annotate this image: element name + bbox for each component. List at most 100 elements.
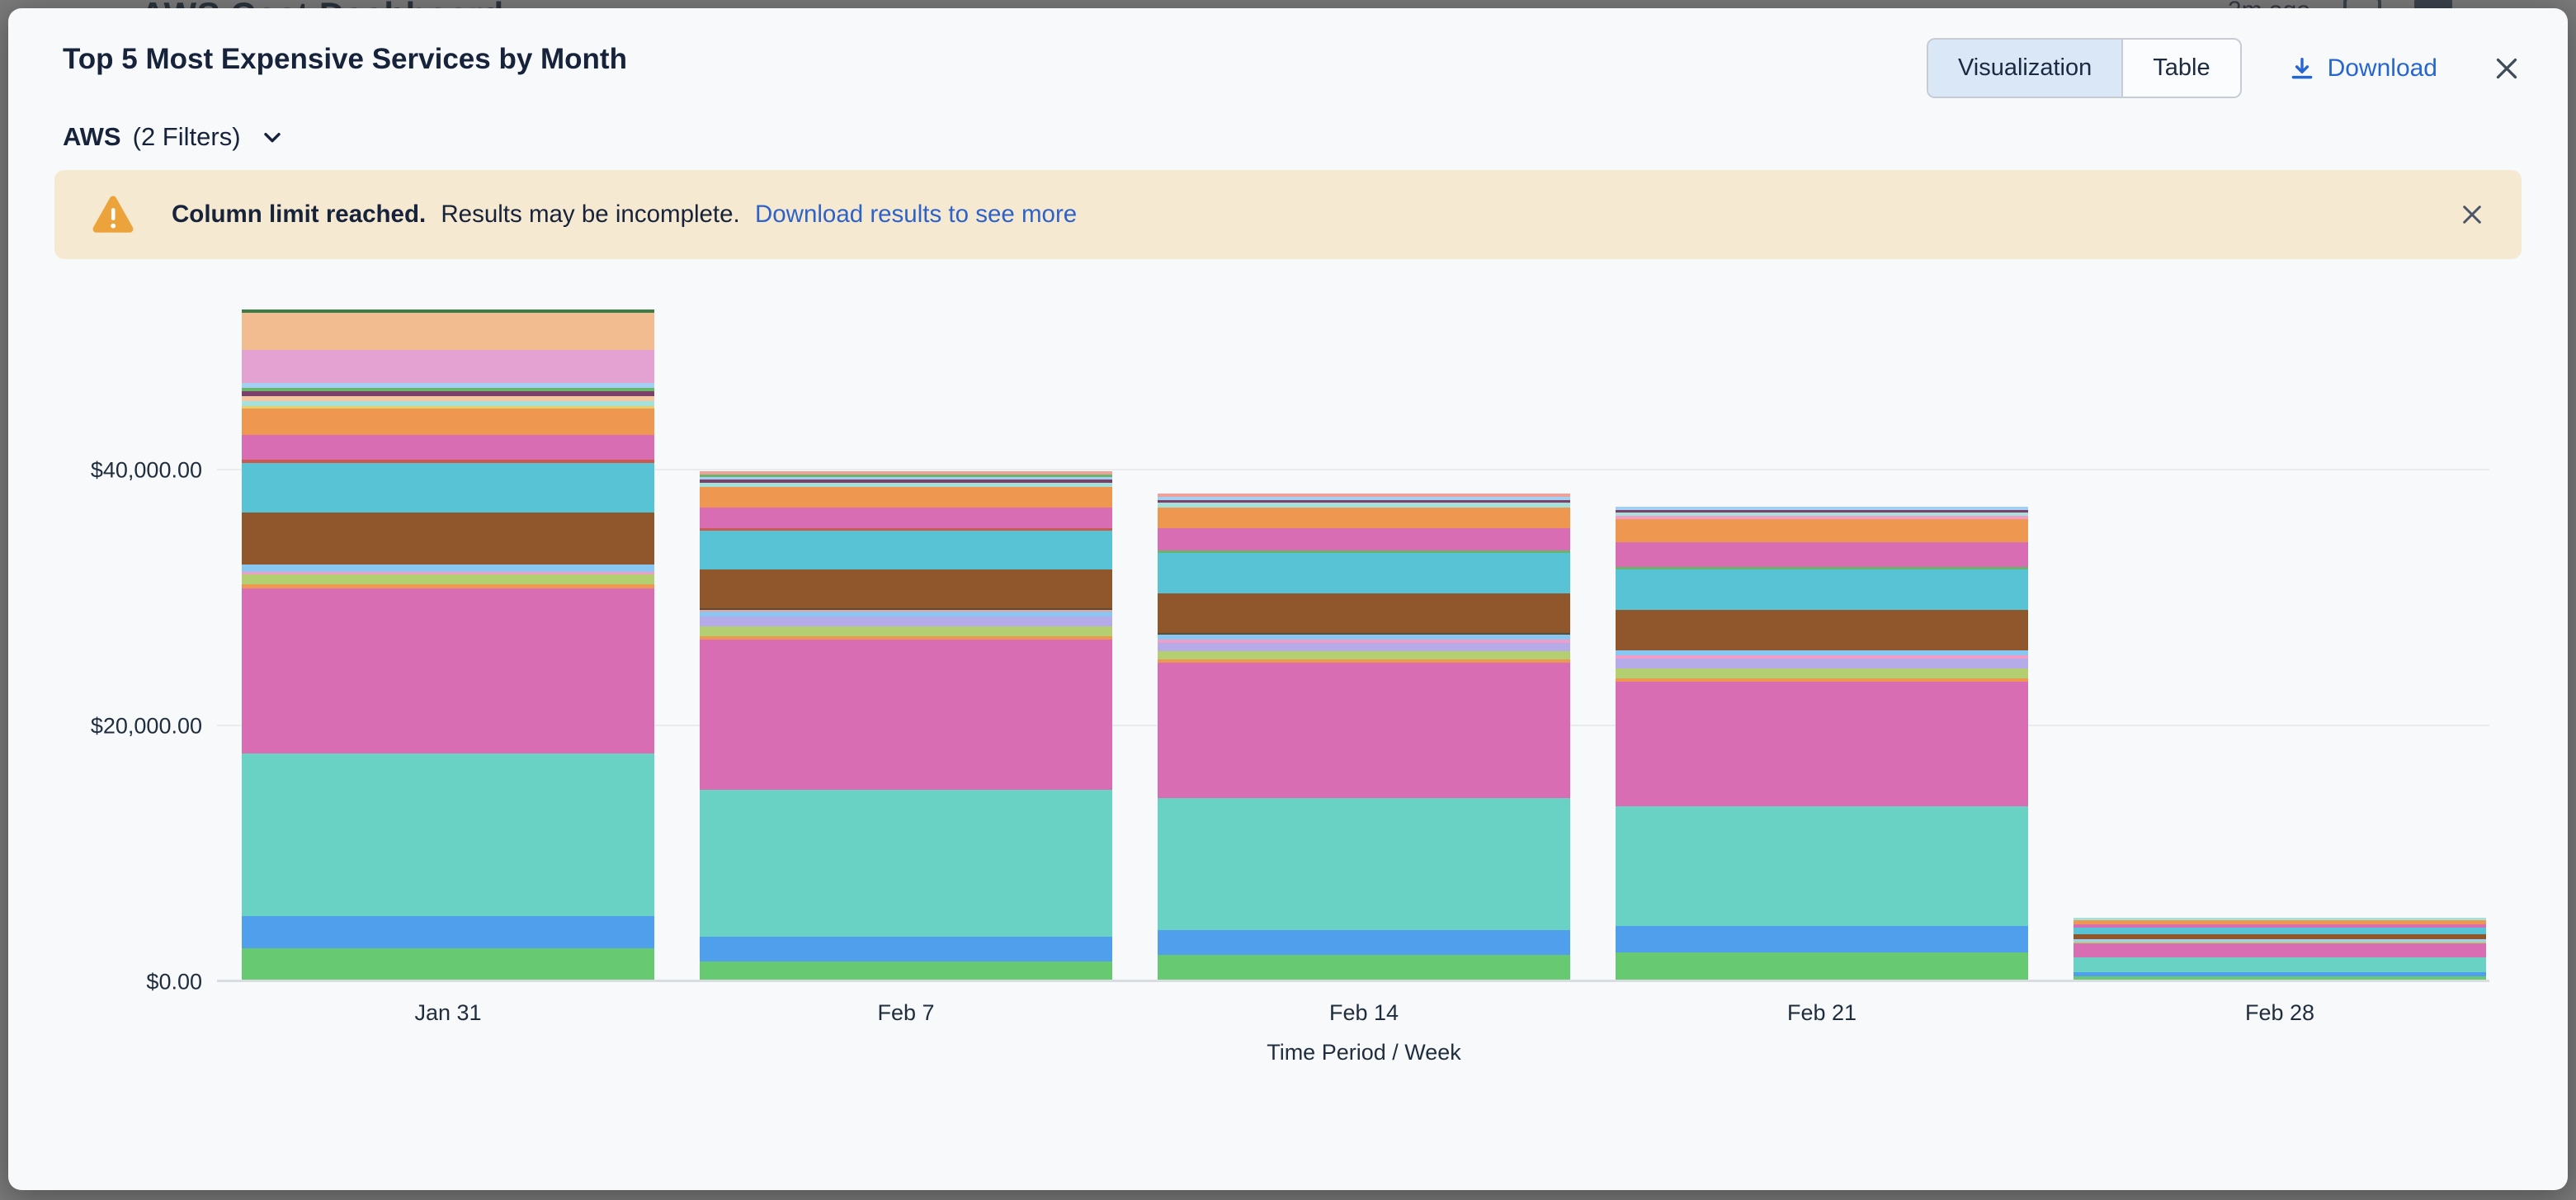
bar-segment[interactable] (1616, 678, 2028, 682)
bar-segment[interactable] (700, 483, 1112, 488)
bar-feb-14[interactable] (1158, 493, 1570, 982)
bar-segment[interactable] (1158, 507, 1570, 528)
bar-jan-31[interactable] (242, 309, 654, 982)
bar-segment[interactable] (700, 611, 1112, 617)
bar-segment[interactable] (1158, 550, 1570, 553)
bar-segment[interactable] (700, 471, 1112, 475)
bar-segment[interactable] (700, 487, 1112, 508)
bar-segment[interactable] (1616, 518, 2028, 542)
bar-segment[interactable] (1158, 552, 1570, 593)
bar-segment[interactable] (1616, 654, 2028, 659)
bar-segment[interactable] (1158, 954, 1570, 982)
bar-segment[interactable] (242, 574, 654, 585)
bar-segment[interactable] (1616, 541, 2028, 567)
bar-segment[interactable] (700, 508, 1112, 529)
bar-segment[interactable] (242, 915, 654, 948)
bar-segment[interactable] (1616, 509, 2028, 513)
filter-dropdown[interactable]: AWS (2 Filters) (63, 122, 285, 152)
bar-segment[interactable] (700, 961, 1112, 982)
bar-segment[interactable] (1616, 506, 2028, 510)
bar-segment[interactable] (1158, 499, 1570, 503)
bar-segment[interactable] (1616, 681, 2028, 806)
bar-segment[interactable] (242, 463, 654, 513)
bar-segment[interactable] (1616, 650, 2028, 655)
bar-segment[interactable] (1158, 662, 1570, 798)
bar-segment[interactable] (700, 626, 1112, 636)
download-button[interactable]: Download (2288, 54, 2437, 83)
bar-segment[interactable] (2074, 928, 2486, 934)
bar-segment[interactable] (242, 406, 654, 409)
bar-segment[interactable] (1158, 797, 1570, 930)
bar-segment[interactable] (1616, 515, 2028, 519)
bar-segment[interactable] (242, 565, 654, 573)
bar-segment[interactable] (700, 531, 1112, 569)
bar-segment[interactable] (1158, 496, 1570, 500)
bar-segment[interactable] (242, 401, 654, 407)
bar-segment[interactable] (1616, 658, 2028, 669)
bar-segment[interactable] (242, 947, 654, 982)
bar-segment[interactable] (1616, 512, 2028, 516)
bar-segment[interactable] (700, 477, 1112, 480)
bar-segment[interactable] (1158, 929, 1570, 955)
bar-segment[interactable] (1616, 668, 2028, 678)
tab-visualization[interactable]: Visualization (1927, 40, 2122, 97)
bar-segment[interactable] (1158, 527, 1570, 550)
bar-segment[interactable] (700, 607, 1112, 610)
banner-dismiss-button[interactable] (2459, 201, 2485, 228)
bar-segment[interactable] (242, 753, 654, 916)
bar-segment[interactable] (1158, 502, 1570, 508)
bar-segment[interactable] (242, 309, 654, 314)
modal-close-button[interactable] (2492, 54, 2522, 83)
bar-segment[interactable] (2074, 957, 2486, 972)
bar-segment[interactable] (242, 460, 654, 464)
bar-segment[interactable] (2074, 924, 2486, 928)
bar-segment[interactable] (700, 528, 1112, 531)
bar-segment[interactable] (242, 409, 654, 436)
bar-segment[interactable] (700, 639, 1112, 790)
bar-feb-7[interactable] (700, 471, 1112, 982)
bar-segment[interactable] (1158, 632, 1570, 635)
bar-segment[interactable] (700, 635, 1112, 640)
bar-segment[interactable] (242, 387, 654, 391)
bar-segment[interactable] (242, 513, 654, 565)
bar-segment[interactable] (700, 569, 1112, 608)
bar-segment[interactable] (242, 588, 654, 754)
bar-segment[interactable] (1158, 593, 1570, 633)
bar-segment[interactable] (700, 789, 1112, 937)
bar-segment[interactable] (1158, 493, 1570, 497)
bar-segment[interactable] (700, 609, 1112, 612)
bar-segment[interactable] (242, 396, 654, 402)
bar-segment[interactable] (1158, 639, 1570, 643)
bar-segment[interactable] (700, 936, 1112, 961)
bar-segment[interactable] (2074, 942, 2486, 944)
bar-segment[interactable] (2074, 939, 2486, 943)
bar-segment[interactable] (2074, 918, 2486, 921)
bar-segment[interactable] (242, 349, 654, 383)
bar-segment[interactable] (1616, 806, 2028, 926)
bar-segment[interactable] (1158, 659, 1570, 663)
bar-segment[interactable] (242, 382, 654, 388)
bar-segment[interactable] (1158, 634, 1570, 640)
bar-segment[interactable] (242, 572, 654, 575)
bar-feb-28[interactable] (2074, 918, 2486, 982)
bar-segment[interactable] (2074, 934, 2486, 940)
bar-segment[interactable] (700, 616, 1112, 626)
banner-download-link[interactable]: Download results to see more (754, 201, 1078, 228)
bar-segment[interactable] (242, 391, 654, 397)
bar-segment[interactable] (2074, 920, 2486, 925)
bar-segment[interactable] (2074, 943, 2486, 958)
bar-segment[interactable] (700, 480, 1112, 484)
bar-segment[interactable] (1158, 650, 1570, 659)
bar-segment[interactable] (242, 584, 654, 589)
bar-segment[interactable] (2074, 971, 2486, 976)
bar-segment[interactable] (1616, 569, 2028, 610)
bar-segment[interactable] (1616, 566, 2028, 569)
bar-segment[interactable] (700, 475, 1112, 478)
bar-segment[interactable] (1616, 952, 2028, 982)
bar-feb-21[interactable] (1616, 506, 2028, 982)
bar-segment[interactable] (1616, 925, 2028, 952)
tab-table[interactable]: Table (2121, 40, 2240, 97)
bar-segment[interactable] (242, 313, 654, 350)
bar-segment[interactable] (2074, 976, 2486, 982)
bar-segment[interactable] (242, 435, 654, 461)
